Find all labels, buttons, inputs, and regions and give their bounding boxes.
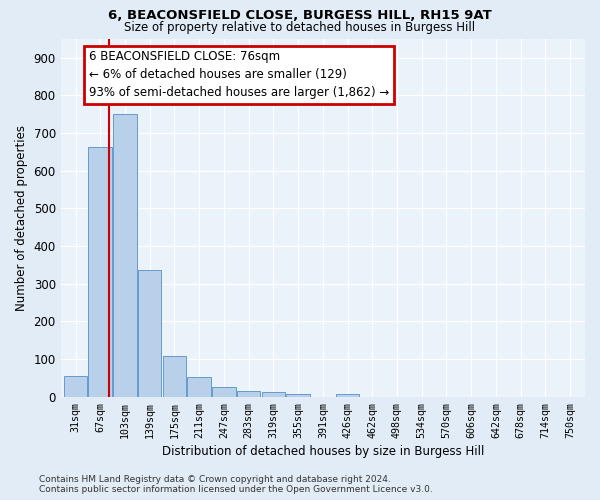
Bar <box>163 356 186 397</box>
X-axis label: Distribution of detached houses by size in Burgess Hill: Distribution of detached houses by size … <box>161 444 484 458</box>
Y-axis label: Number of detached properties: Number of detached properties <box>15 125 28 311</box>
Bar <box>237 391 260 396</box>
Bar <box>138 270 161 396</box>
Bar <box>212 388 236 396</box>
Bar <box>286 394 310 396</box>
Text: Size of property relative to detached houses in Burgess Hill: Size of property relative to detached ho… <box>124 22 476 35</box>
Text: Contains HM Land Registry data © Crown copyright and database right 2024.
Contai: Contains HM Land Registry data © Crown c… <box>39 474 433 494</box>
Text: 6 BEACONSFIELD CLOSE: 76sqm
← 6% of detached houses are smaller (129)
93% of sem: 6 BEACONSFIELD CLOSE: 76sqm ← 6% of deta… <box>89 50 389 100</box>
Bar <box>88 147 112 396</box>
Bar <box>64 376 87 396</box>
Bar <box>187 376 211 396</box>
Bar <box>262 392 285 396</box>
Text: 6, BEACONSFIELD CLOSE, BURGESS HILL, RH15 9AT: 6, BEACONSFIELD CLOSE, BURGESS HILL, RH1… <box>108 9 492 22</box>
Bar <box>113 114 137 396</box>
Bar <box>336 394 359 396</box>
